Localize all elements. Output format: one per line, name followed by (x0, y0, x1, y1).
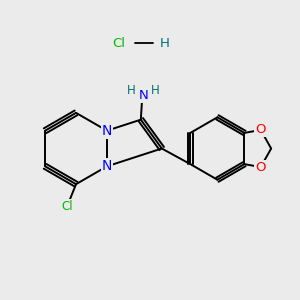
Text: Cl: Cl (112, 37, 125, 50)
Text: H: H (160, 37, 170, 50)
Text: O: O (256, 123, 266, 136)
Text: H: H (127, 84, 135, 97)
Text: Cl: Cl (61, 200, 73, 213)
Text: H: H (151, 84, 160, 97)
Text: N: N (139, 89, 149, 102)
Text: O: O (256, 160, 266, 174)
Text: N: N (102, 124, 112, 138)
Text: N: N (102, 159, 112, 173)
